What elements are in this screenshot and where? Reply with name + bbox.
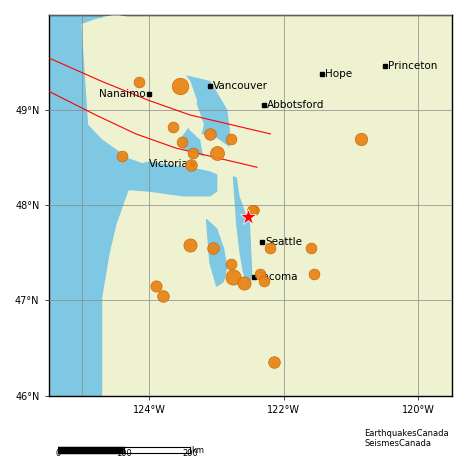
Point (228, 261, 235, 268)
Polygon shape (200, 134, 234, 177)
Text: Tacoma: Tacoma (258, 272, 297, 282)
Polygon shape (180, 100, 203, 139)
Point (135, 78, 143, 85)
Text: km: km (191, 446, 204, 454)
Point (152, 283, 160, 290)
Point (256, 270, 264, 277)
Point (307, 244, 314, 252)
Point (240, 280, 247, 287)
Point (169, 124, 177, 131)
Point (260, 278, 268, 285)
Text: Victoria: Victoria (149, 159, 189, 170)
Text: Abbotsford: Abbotsford (267, 100, 325, 110)
Polygon shape (234, 177, 252, 286)
Text: Vancouver: Vancouver (213, 81, 268, 92)
Text: Seattle: Seattle (265, 237, 302, 248)
Point (228, 135, 235, 142)
Point (176, 83, 184, 90)
Text: 0: 0 (56, 450, 61, 459)
Text: Hope: Hope (325, 69, 352, 79)
Polygon shape (49, 15, 146, 396)
Polygon shape (206, 219, 226, 286)
Point (119, 152, 126, 160)
Text: Princeton: Princeton (388, 61, 438, 71)
Point (186, 241, 193, 249)
Text: EarthquakesCanada
SeismesCanada: EarthquakesCanada SeismesCanada (364, 429, 449, 448)
Point (267, 244, 274, 252)
Point (248, 206, 255, 214)
Point (159, 292, 167, 299)
Point (190, 149, 197, 157)
Point (213, 149, 220, 157)
Polygon shape (82, 158, 217, 196)
Point (230, 273, 237, 280)
Text: 200: 200 (182, 450, 198, 459)
Polygon shape (170, 72, 230, 158)
Point (270, 359, 277, 366)
Text: 100: 100 (116, 450, 132, 459)
Point (210, 244, 217, 252)
Point (357, 135, 365, 142)
Point (187, 162, 195, 169)
Point (178, 138, 185, 145)
Polygon shape (237, 167, 257, 215)
Point (206, 130, 214, 138)
Polygon shape (82, 15, 197, 163)
Point (311, 270, 318, 277)
Bar (49, 15, 101, 396)
Text: Nanaimo: Nanaimo (99, 89, 146, 99)
Point (250, 206, 257, 214)
